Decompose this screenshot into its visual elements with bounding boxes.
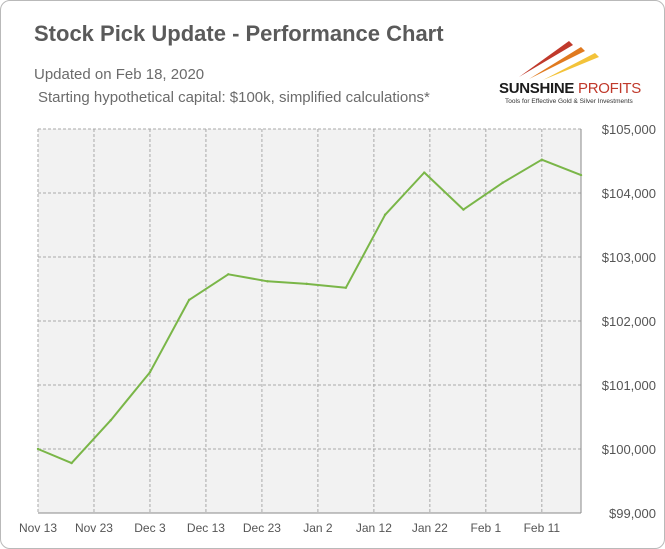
y-tick-label: $105,000 bbox=[602, 122, 656, 137]
y-tick-label: $104,000 bbox=[602, 186, 656, 201]
x-tick-label: Dec 13 bbox=[187, 521, 225, 535]
y-tick-label: $102,000 bbox=[602, 314, 656, 329]
data-point bbox=[227, 273, 230, 276]
y-tick-label: $100,000 bbox=[602, 442, 656, 457]
data-point bbox=[423, 171, 426, 174]
x-tick-label: Feb 11 bbox=[524, 521, 561, 535]
x-tick-label: Feb 1 bbox=[470, 521, 501, 535]
logo-name-profits: PROFITS bbox=[574, 80, 641, 97]
x-tick-label: Jan 12 bbox=[356, 521, 392, 535]
x-tick-label: Dec 3 bbox=[134, 521, 166, 535]
data-point bbox=[501, 181, 504, 184]
data-point bbox=[70, 461, 73, 465]
capital-note: Starting hypothetical capital: $100k, si… bbox=[38, 89, 430, 106]
data-point bbox=[383, 213, 387, 216]
data-point bbox=[579, 173, 583, 177]
data-point bbox=[187, 298, 191, 302]
y-tick-label: $101,000 bbox=[602, 378, 656, 393]
x-tick-label: Jan 22 bbox=[412, 521, 448, 535]
logo-tagline: Tools for Effective Gold & Silver Invest… bbox=[505, 98, 633, 105]
data-point bbox=[109, 419, 112, 422]
data-point bbox=[266, 280, 269, 283]
x-tick-label: Nov 13 bbox=[19, 521, 57, 535]
updated-date: Updated on Feb 18, 2020 bbox=[34, 66, 205, 83]
logo-name-sunshine: SUNSHINE bbox=[499, 80, 575, 97]
x-tick-label: Dec 23 bbox=[243, 521, 281, 535]
sun-rays-icon bbox=[519, 41, 599, 80]
data-point bbox=[540, 158, 544, 161]
data-point bbox=[305, 282, 308, 286]
data-point bbox=[36, 447, 40, 451]
x-tick-label: Nov 23 bbox=[75, 521, 113, 535]
data-point bbox=[462, 208, 465, 211]
data-point bbox=[344, 286, 348, 289]
chart-title: Stock Pick Update - Performance Chart bbox=[34, 21, 444, 46]
sunshine-profits-logo: SUNSHINE PROFITS Tools for Effective Gol… bbox=[499, 37, 649, 107]
data-point bbox=[148, 371, 152, 374]
x-tick-label: Jan 2 bbox=[303, 521, 333, 535]
y-tick-label: $99,000 bbox=[609, 506, 656, 521]
logo-name: SUNSHINE PROFITS bbox=[499, 80, 641, 97]
y-tick-label: $103,000 bbox=[602, 250, 656, 265]
